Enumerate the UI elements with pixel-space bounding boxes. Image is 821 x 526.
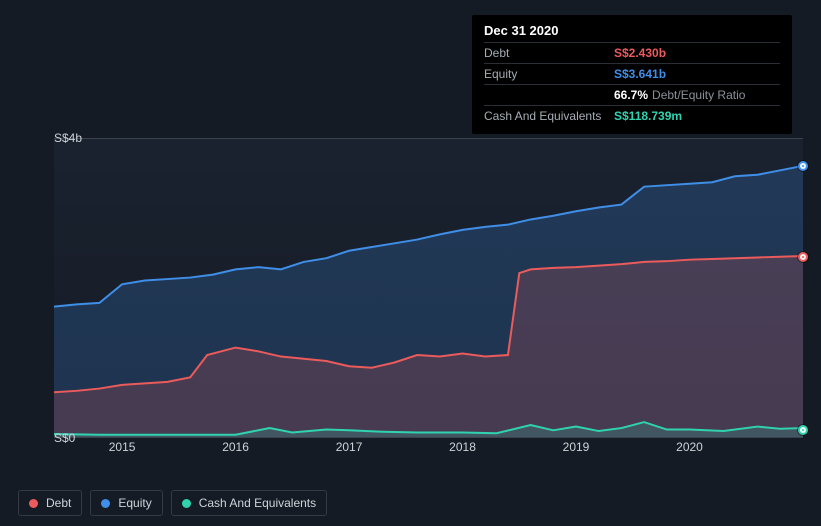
x-axis-label: 2018 bbox=[449, 440, 476, 454]
series-marker-equity bbox=[798, 161, 808, 171]
x-axis-label: 2016 bbox=[222, 440, 249, 454]
chart-plot-area[interactable] bbox=[54, 138, 803, 438]
series-marker-cash-and-equivalents bbox=[798, 425, 808, 435]
legend-item-cash-and-equivalents[interactable]: Cash And Equivalents bbox=[171, 490, 327, 516]
legend-swatch bbox=[101, 499, 110, 508]
legend-item-equity[interactable]: Equity bbox=[90, 490, 162, 516]
chart-container: S$4bS$0 201520162017201820192020 bbox=[18, 120, 803, 480]
series-marker-debt bbox=[798, 252, 808, 262]
y-axis-label: S$4b bbox=[54, 131, 66, 145]
tooltip-row-label: Debt bbox=[484, 46, 614, 60]
tooltip-row: EquityS$3.641b bbox=[484, 63, 780, 84]
x-axis-label: 2019 bbox=[563, 440, 590, 454]
legend-label: Equity bbox=[118, 496, 151, 510]
tooltip-row-value: 66.7% bbox=[614, 88, 648, 102]
legend-swatch bbox=[182, 499, 191, 508]
x-axis-label: 2020 bbox=[676, 440, 703, 454]
x-axis-label: 2017 bbox=[336, 440, 363, 454]
legend: Debt Equity Cash And Equivalents bbox=[18, 490, 327, 516]
tooltip-date: Dec 31 2020 bbox=[484, 23, 780, 38]
tooltip-row-label: Equity bbox=[484, 67, 614, 81]
tooltip-card: Dec 31 2020 DebtS$2.430bEquityS$3.641b66… bbox=[472, 15, 792, 134]
x-axis-label: 2015 bbox=[109, 440, 136, 454]
legend-item-debt[interactable]: Debt bbox=[18, 490, 82, 516]
tooltip-row-value: S$2.430b bbox=[614, 46, 666, 60]
x-axis: 2015 2016 2017 2018 2019 2020 bbox=[54, 440, 803, 460]
legend-label: Cash And Equivalents bbox=[199, 496, 316, 510]
tooltip-row-value: S$3.641b bbox=[614, 67, 666, 81]
tooltip-row: DebtS$2.430b bbox=[484, 42, 780, 63]
legend-label: Debt bbox=[46, 496, 71, 510]
legend-swatch bbox=[29, 499, 38, 508]
tooltip-row: 66.7% Debt/Equity Ratio bbox=[484, 84, 780, 105]
tooltip-row-suffix: Debt/Equity Ratio bbox=[652, 88, 745, 102]
